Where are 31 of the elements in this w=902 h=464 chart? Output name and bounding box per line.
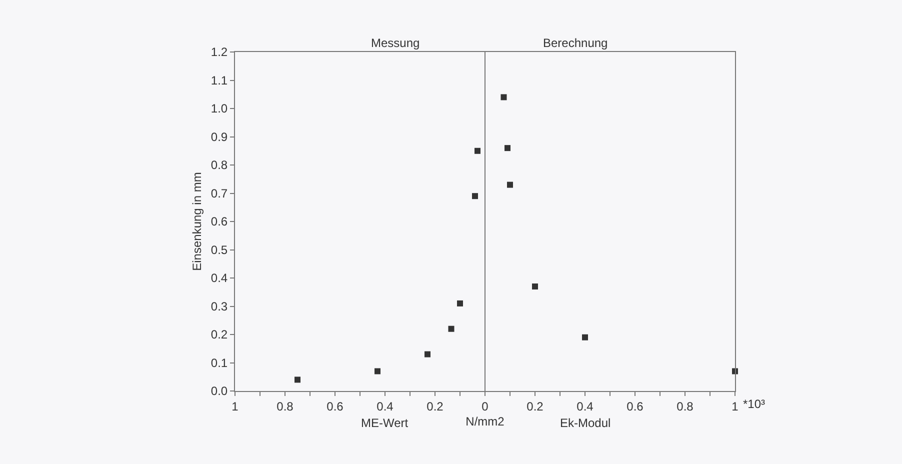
y-tick-label: 0.3	[210, 299, 228, 314]
x-tick-label: 1	[732, 399, 739, 414]
text: Messung	[371, 36, 420, 50]
x-tick-label: 0.4	[576, 399, 594, 414]
x-tick-label: 0.6	[326, 399, 344, 414]
y-tick-label: 0.8	[210, 158, 228, 172]
text: *10³	[743, 397, 766, 411]
x-tick-label: 0.2	[426, 399, 444, 414]
text: ME-Wert	[361, 416, 409, 430]
y-tick-label: 0.2	[210, 328, 228, 342]
x-tick-label: 0.8	[276, 399, 294, 414]
x-tick-label: 0.6	[626, 399, 644, 414]
y-tick-label: 0.7	[210, 186, 228, 200]
y-tick-label: 0.5	[210, 242, 228, 257]
y-tick-label: 0.4	[210, 271, 228, 286]
y-axis-title: Einsenkung in mm	[190, 172, 204, 271]
x-tick-label: 1	[232, 399, 239, 414]
y-tick-label: 0.1	[210, 356, 228, 370]
x-axis-title: N/mm2	[466, 414, 505, 428]
x-tick-label: 0.8	[676, 399, 694, 414]
x-tick-label: 0.2	[526, 399, 544, 414]
y-tick-label: 0.9	[210, 130, 228, 144]
y-tick-label: 0.6	[210, 214, 228, 229]
y-tick-label: 1.1	[210, 73, 228, 88]
y-tick-label: 0.0	[210, 384, 228, 398]
text: Berechnung	[543, 36, 608, 50]
y-tick-label: 1.0	[210, 102, 228, 116]
text: Ek-Modul	[560, 416, 611, 430]
y-tick-label: 1.2	[210, 45, 228, 60]
x-tick-label: 0	[482, 399, 489, 414]
x-tick-label: 0.4	[376, 399, 394, 414]
